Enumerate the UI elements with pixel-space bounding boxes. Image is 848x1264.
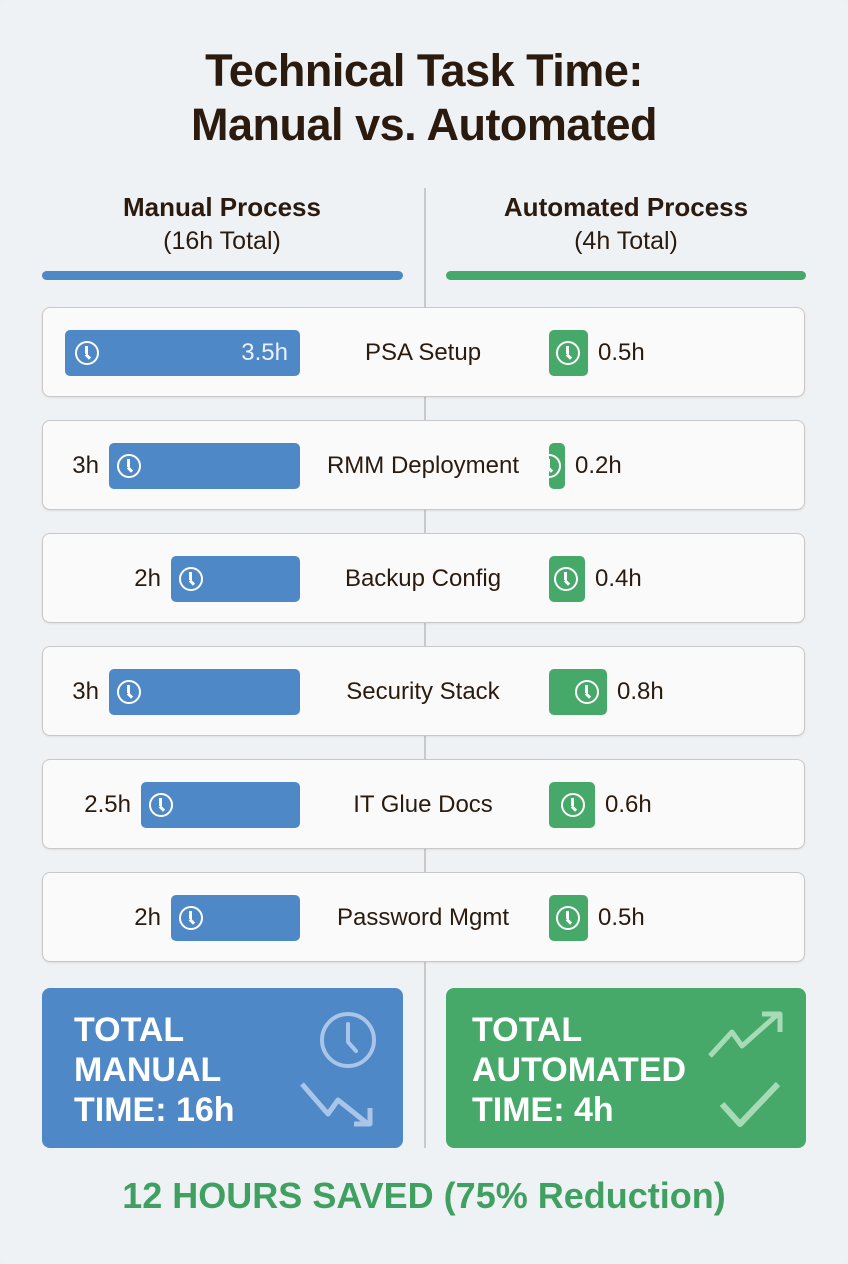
task-row: 2h Backup Config 0.4h <box>42 533 805 623</box>
manual-bar <box>141 782 300 828</box>
automated-heading: Automated Process <box>503 192 749 222</box>
page-title: Technical Task Time: Manual vs. Automate… <box>0 44 848 152</box>
task-label: IT Glue Docs <box>353 791 493 818</box>
automated-value: 0.4h <box>595 565 642 592</box>
clock-icon <box>179 567 203 591</box>
trend-down-icon <box>300 1082 373 1127</box>
title-line-1: Technical Task Time: <box>205 45 643 96</box>
total-automated-card: TOTAL AUTOMATED TIME: 4h <box>446 988 806 1148</box>
total-manual-line-1: TOTAL <box>74 1011 185 1049</box>
manual-column-header: Manual Process (16h Total) <box>42 190 402 258</box>
clock-icon <box>561 793 585 817</box>
total-manual-line-2: MANUAL <box>74 1051 222 1089</box>
manual-header-bar <box>42 271 403 280</box>
manual-bar <box>109 669 300 715</box>
total-automated-line-2: AUTOMATED <box>472 1051 687 1089</box>
task-label: Password Mgmt <box>336 904 510 931</box>
total-automated-line-3: TIME: 4h <box>472 1091 614 1129</box>
checkmark-icon <box>719 1081 781 1127</box>
automated-bar <box>549 782 595 828</box>
manual-value: 3h <box>72 678 99 705</box>
manual-heading: Manual Process <box>123 192 321 222</box>
clock-icon <box>320 1012 376 1068</box>
automated-value: 0.6h <box>605 791 652 818</box>
automated-subheading: (4h Total) <box>574 227 678 255</box>
manual-bar: 3.5h <box>65 330 300 376</box>
manual-bar <box>171 895 300 941</box>
clock-icon <box>117 680 141 704</box>
task-label: PSA Setup <box>364 339 482 366</box>
task-row: 2.5h IT Glue Docs 0.6h <box>42 759 805 849</box>
automated-bar <box>549 330 588 376</box>
automated-value: 0.5h <box>598 339 645 366</box>
clock-icon <box>556 906 580 930</box>
total-manual-card: TOTAL MANUAL TIME: 16h <box>42 988 403 1148</box>
task-label: RMM Deployment <box>326 452 520 479</box>
automated-header-bar <box>446 271 806 280</box>
automated-bar <box>549 556 585 602</box>
task-row: 2h Password Mgmt 0.5h <box>42 872 805 962</box>
clock-icon <box>575 680 599 704</box>
title-line-2: Manual vs. Automated <box>191 99 657 150</box>
automated-value: 0.2h <box>575 452 622 479</box>
task-row: 3h Security Stack 0.8h <box>42 646 805 736</box>
manual-value: 3h <box>72 452 99 479</box>
hours-saved-summary: 12 HOURS SAVED (75% Reduction) <box>122 1175 726 1216</box>
manual-value: 2.5h <box>84 791 131 818</box>
clock-icon <box>549 454 561 478</box>
trend-up-icon <box>708 1011 783 1058</box>
task-row: 3.5h PSA Setup 0.5h <box>42 307 805 397</box>
clock-icon <box>117 454 141 478</box>
task-row: 3h RMM Deployment 0.2h <box>42 420 805 510</box>
clock-icon <box>554 567 578 591</box>
automated-value: 0.5h <box>598 904 645 931</box>
total-manual-line-3: TIME: 16h <box>74 1091 235 1129</box>
clock-icon <box>149 793 173 817</box>
manual-bar <box>109 443 300 489</box>
clock-icon <box>556 341 580 365</box>
automated-value: 0.8h <box>617 678 664 705</box>
manual-value: 2h <box>134 565 161 592</box>
clock-icon <box>179 906 203 930</box>
manual-value: 2h <box>134 904 161 931</box>
total-automated-line-1: TOTAL <box>472 1011 583 1049</box>
task-label: Backup Config <box>344 565 502 592</box>
manual-bar <box>171 556 300 602</box>
task-label: Security Stack <box>346 678 500 705</box>
automated-bar <box>549 443 565 489</box>
automated-bar <box>549 895 588 941</box>
manual-subheading: (16h Total) <box>163 227 281 255</box>
manual-value: 3.5h <box>241 339 288 366</box>
clock-icon <box>75 341 99 365</box>
automated-bar <box>549 669 607 715</box>
automated-column-header: Automated Process (4h Total) <box>446 190 806 258</box>
